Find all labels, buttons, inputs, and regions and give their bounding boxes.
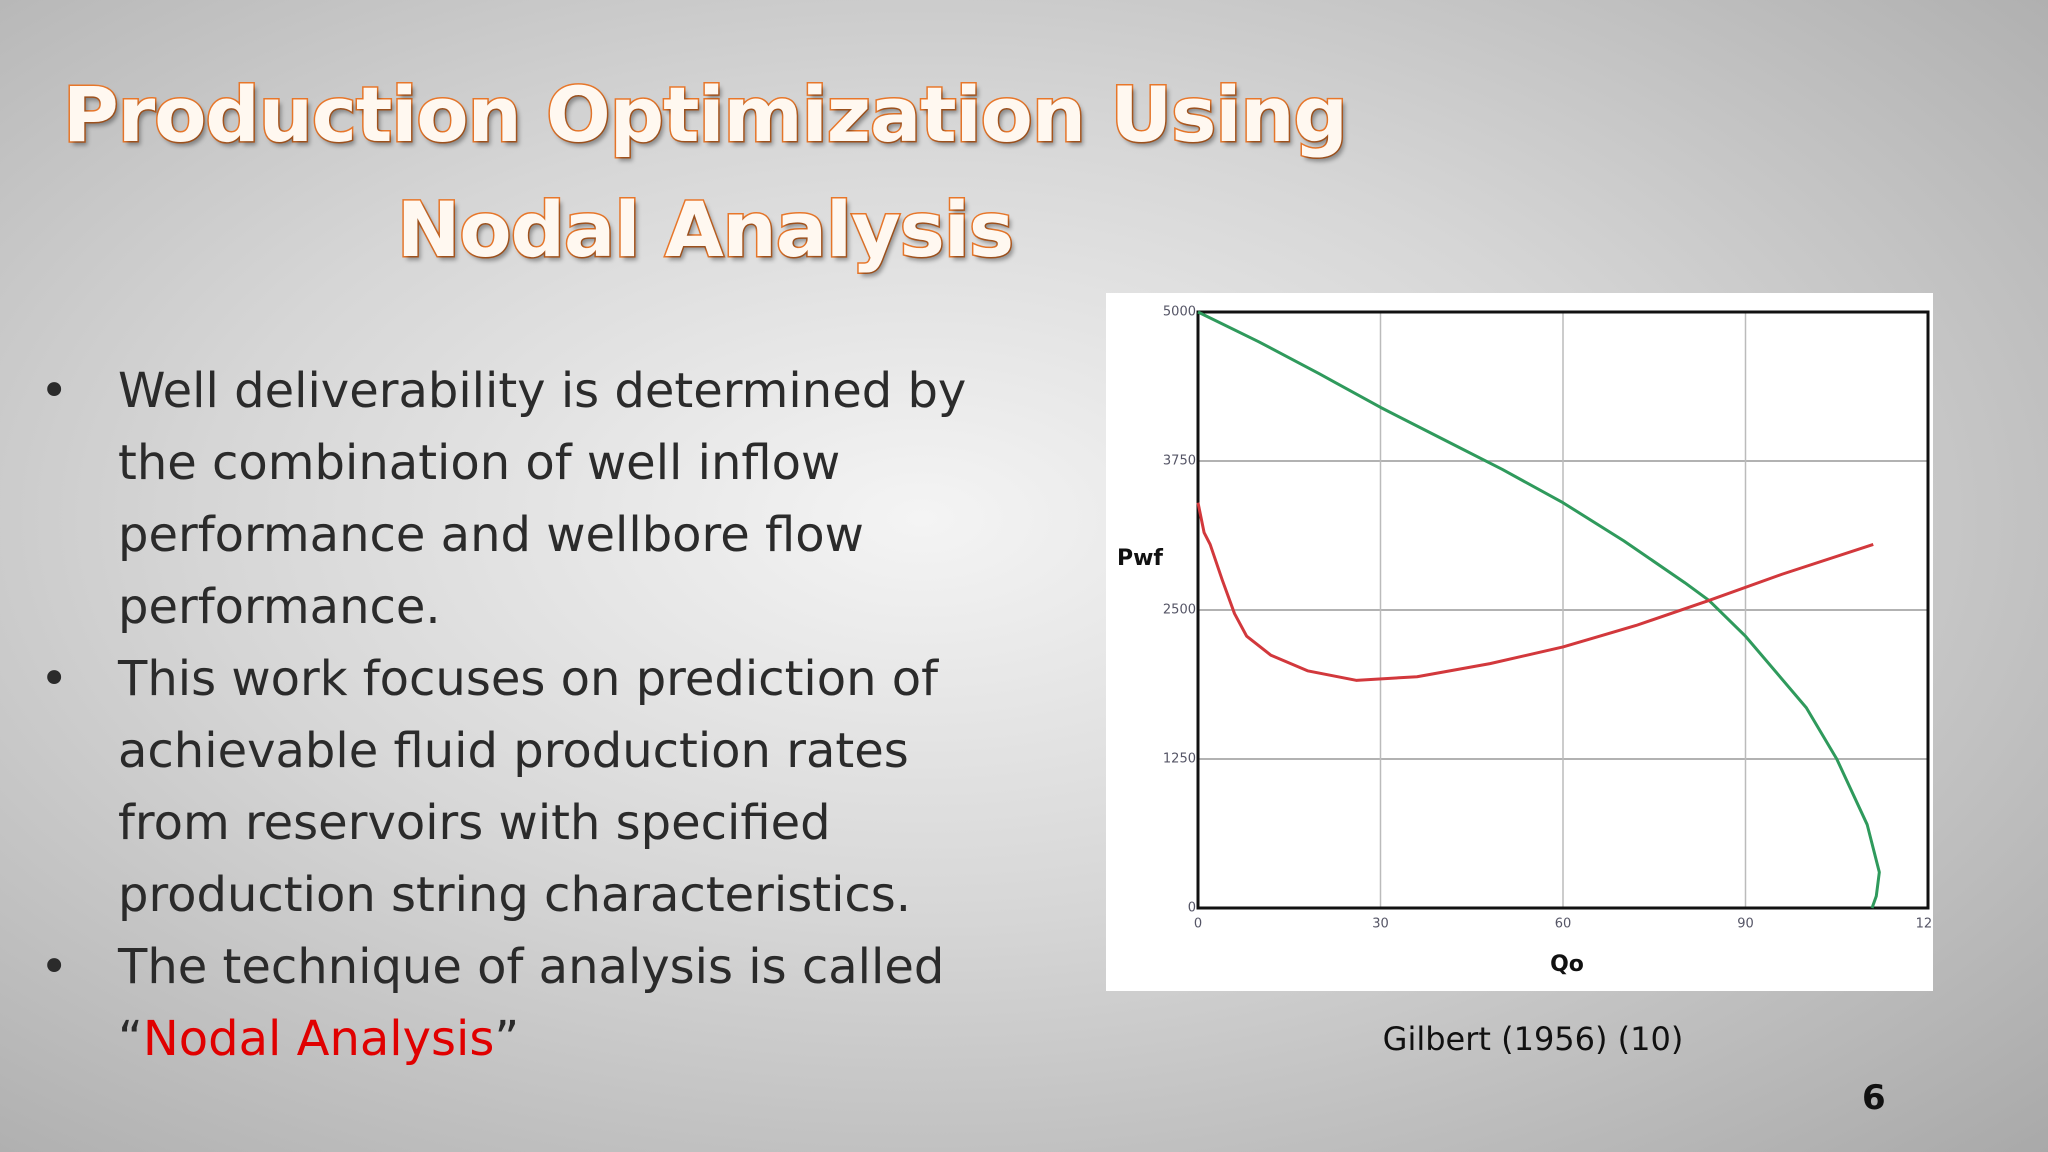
page-number: 6 [1862,1078,1886,1118]
quote-mark: ” [494,1011,520,1067]
bullet: Well deliverability is determined by the… [40,355,1020,643]
bullet-text: This work focuses on prediction of achie… [118,651,939,923]
data-line [1196,502,1874,682]
x-tick-label: 30 [1372,917,1389,932]
bullet: The technique of analysis is called “Noda… [40,931,1020,1075]
y-tick-label: 0 [1188,901,1196,916]
chart: Pwf Qo 0 1250 2500 3750 5000 0 30 60 90 120 [1106,293,1933,991]
bullet-list: Well deliverability is determined by the… [40,355,1020,1075]
x-tick-label: 90 [1737,917,1754,932]
x-tick-label: 120 [1916,917,1933,932]
y-tick-label: 1250 [1163,752,1196,767]
x-tick-label: 60 [1555,917,1572,932]
y-tick-label: 2500 [1163,603,1196,618]
quote-mark: “ [118,1011,143,1067]
plot-frame [1196,310,1930,910]
highlight-text: Nodal Analysis [142,1011,495,1067]
data-line [1197,310,1881,909]
bullet-text: The technique of analysis is called [118,939,945,995]
bullet: This work focuses on prediction of achie… [40,643,1020,931]
bullet-text: Well deliverability is determined by the… [118,363,967,635]
y-tick-label: 5000 [1163,305,1196,320]
x-tick-label: 0 [1194,917,1202,932]
title-line: Production Optimization Using [62,69,1350,161]
y-tick-label: 3750 [1163,454,1196,469]
title-line: Nodal Analysis [395,184,1015,276]
x-axis-label: Qo [1550,952,1584,977]
caption: Gilbert (1956) (10) [1382,1020,1684,1058]
y-axis-label: Pwf [1117,546,1163,571]
